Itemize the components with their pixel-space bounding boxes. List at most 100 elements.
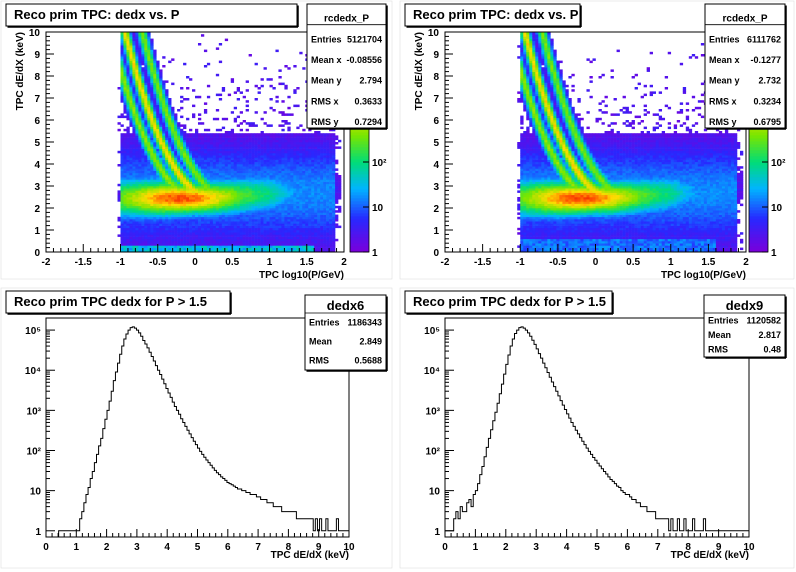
heatmap-cell [329,168,333,171]
heatmap-cell [251,234,255,237]
heatmap-cell [135,170,139,174]
heatmap-cell [141,137,145,141]
heatmap-cell [317,212,321,215]
heatmap-cell [236,192,240,196]
heatmap-cell [302,175,306,178]
heatmap-cell [195,183,199,187]
heatmap-cell [153,56,157,59]
heatmap-cell [269,212,273,215]
heatmap-cell [242,148,246,152]
heatmap-cell [159,201,163,204]
heatmap-cell [180,203,184,207]
heatmap-cell [221,243,226,246]
heatmap-cell [192,210,196,213]
heatmap-cell [266,190,270,193]
heatmap-cell [296,177,300,180]
heatmap-cell [239,164,243,167]
color-scale-step [350,177,369,181]
heatmap-cell [189,232,193,235]
heatmap-cell [284,139,288,143]
heatmap-cell [302,155,306,158]
heatmap-cell [212,150,217,154]
heatmap-cell [203,203,208,207]
heatmap-cell [296,146,300,149]
heatmap-cell [174,146,178,149]
heatmap-cell [189,170,193,174]
heatmap-cell [132,155,136,158]
heatmap-cell [299,188,303,191]
heatmap-cell [120,164,124,167]
heatmap-cell [189,201,193,204]
heatmap-cell [135,71,139,75]
heatmap-cell [153,230,157,233]
heatmap-cell [159,214,163,218]
heatmap-cell [162,225,166,229]
heatmap-cell [132,38,136,42]
color-scale-step [350,201,369,205]
heatmap-cell [287,188,291,191]
heatmap-cell [144,201,148,204]
heatmap-cell [293,168,297,171]
heatmap-cell [126,36,130,39]
heatmap-cell [120,199,124,202]
heatmap-cell [236,89,240,92]
heatmap-cell [236,168,240,171]
heatmap-cell [171,170,175,174]
heatmap-cell [132,69,136,72]
heatmap-cell [209,205,214,209]
heatmap-cell [159,135,163,138]
heatmap-cell [165,190,169,193]
heatmap-cell [332,227,336,231]
heatmap-cell [212,179,217,182]
heatmap-cell [248,150,252,154]
heatmap-cell [287,106,291,110]
heatmap-cell [132,232,136,235]
heatmap-cell [165,227,169,231]
y-tick-label: 8 [34,72,40,83]
heatmap-cell [159,76,163,79]
heatmap-cell [183,227,187,231]
heatmap-cell [150,219,154,222]
heatmap-cell [254,188,258,191]
heatmap-cell [162,102,166,105]
heatmap-cell [284,236,288,240]
heatmap-cell [233,192,238,196]
heatmap-cell [150,54,154,57]
heatmap-cell [171,205,175,209]
heatmap-cell [138,186,142,189]
heatmap-cell [329,214,333,218]
heatmap-cell [135,117,139,121]
heatmap-cell [239,172,243,176]
heatmap-cell [296,179,300,182]
heatmap-cell [209,177,214,180]
heatmap-cell [230,183,235,187]
heatmap-cell [126,43,130,46]
heatmap-cell [233,223,238,226]
heatmap-cell [177,205,181,209]
heatmap-cell [206,190,211,193]
heatmap-cell [147,194,151,198]
heatmap-cell [197,249,202,253]
heatmap-cell [165,201,169,204]
heatmap-cell [156,166,160,169]
heatmap-cell [299,124,303,127]
heatmap-cell [123,234,127,237]
heatmap-cell [335,172,339,176]
heatmap-cell [209,170,214,174]
heatmap-cell [266,137,270,141]
heatmap-cell [153,113,157,116]
heatmap-cell [144,87,148,90]
heatmap-cell [147,157,151,160]
y-tick-label: 7 [34,94,40,105]
heatmap-cell [120,208,124,211]
heatmap-cell [153,208,157,211]
heatmap-cell [272,238,276,242]
heatmap-cell [320,172,324,176]
heatmap-cell [120,71,124,75]
heatmap-cell [192,227,196,231]
heatmap-cell [278,166,282,169]
heatmap-cell [129,216,133,220]
heatmap-cell [287,122,291,125]
heatmap-cell [189,216,193,220]
heatmap-cell [209,168,214,171]
